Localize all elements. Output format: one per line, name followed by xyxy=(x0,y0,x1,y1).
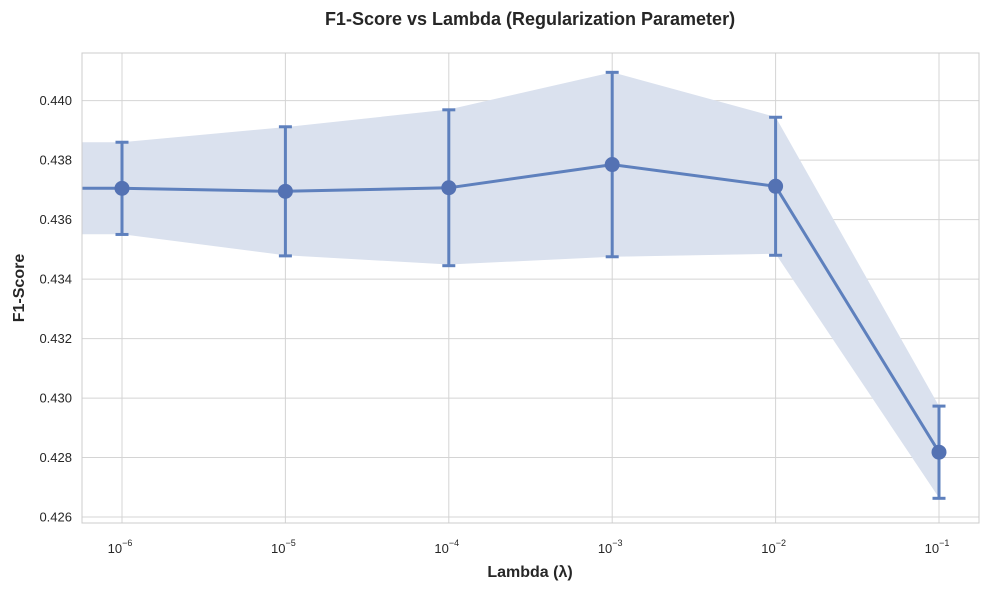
x-tick-base: 10 xyxy=(598,541,612,556)
y-tick-label: 0.430 xyxy=(39,391,72,406)
x-tick-labels: 10−6 10−5 10−4 10−3 10−2 10−1 xyxy=(108,538,950,556)
x-tick-exponent: −2 xyxy=(776,538,786,548)
x-tick-exponent: −5 xyxy=(286,538,296,548)
x-axis-label: Lambda (λ) xyxy=(487,564,572,581)
data-point xyxy=(604,157,620,173)
x-tick-label: 10−3 xyxy=(598,538,623,556)
y-tick-label: 0.428 xyxy=(39,450,72,465)
x-tick-label: 10−5 xyxy=(271,538,296,556)
x-tick-exponent: −3 xyxy=(612,538,622,548)
y-tick-label: 0.432 xyxy=(39,331,72,346)
x-tick-base: 10 xyxy=(271,541,285,556)
data-point xyxy=(441,180,457,196)
chart-title: F1-Score vs Lambda (Regularization Param… xyxy=(325,9,735,29)
y-tick-label: 0.438 xyxy=(39,153,72,168)
x-tick-exponent: −6 xyxy=(122,538,132,548)
x-tick-exponent: −4 xyxy=(449,538,459,548)
x-tick-base: 10 xyxy=(761,541,775,556)
x-tick-base: 10 xyxy=(925,541,939,556)
x-tick-exponent: −1 xyxy=(939,538,949,548)
y-tick-label: 0.436 xyxy=(39,212,72,227)
data-point xyxy=(931,444,947,460)
y-tick-label: 0.440 xyxy=(39,93,72,108)
y-tick-label: 0.434 xyxy=(39,272,72,287)
plot-frame xyxy=(81,52,980,524)
x-tick-label: 10−4 xyxy=(434,538,459,556)
data-point xyxy=(768,178,784,194)
y-axis-label: F1-Score xyxy=(11,254,28,323)
x-tick-base: 10 xyxy=(434,541,448,556)
data-point xyxy=(277,183,293,199)
x-tick-label: 10−1 xyxy=(925,538,950,556)
data-point xyxy=(114,180,130,196)
y-tick-labels: 0.426 0.428 0.430 0.432 0.434 0.436 0.438 0.440 xyxy=(39,93,72,524)
data-markers xyxy=(114,157,947,460)
x-tick-label: 10−2 xyxy=(761,538,786,556)
x-tick-base: 10 xyxy=(108,541,122,556)
grid xyxy=(82,53,979,523)
y-tick-label: 0.426 xyxy=(39,510,72,525)
x-tick-label: 10−6 xyxy=(108,538,133,556)
